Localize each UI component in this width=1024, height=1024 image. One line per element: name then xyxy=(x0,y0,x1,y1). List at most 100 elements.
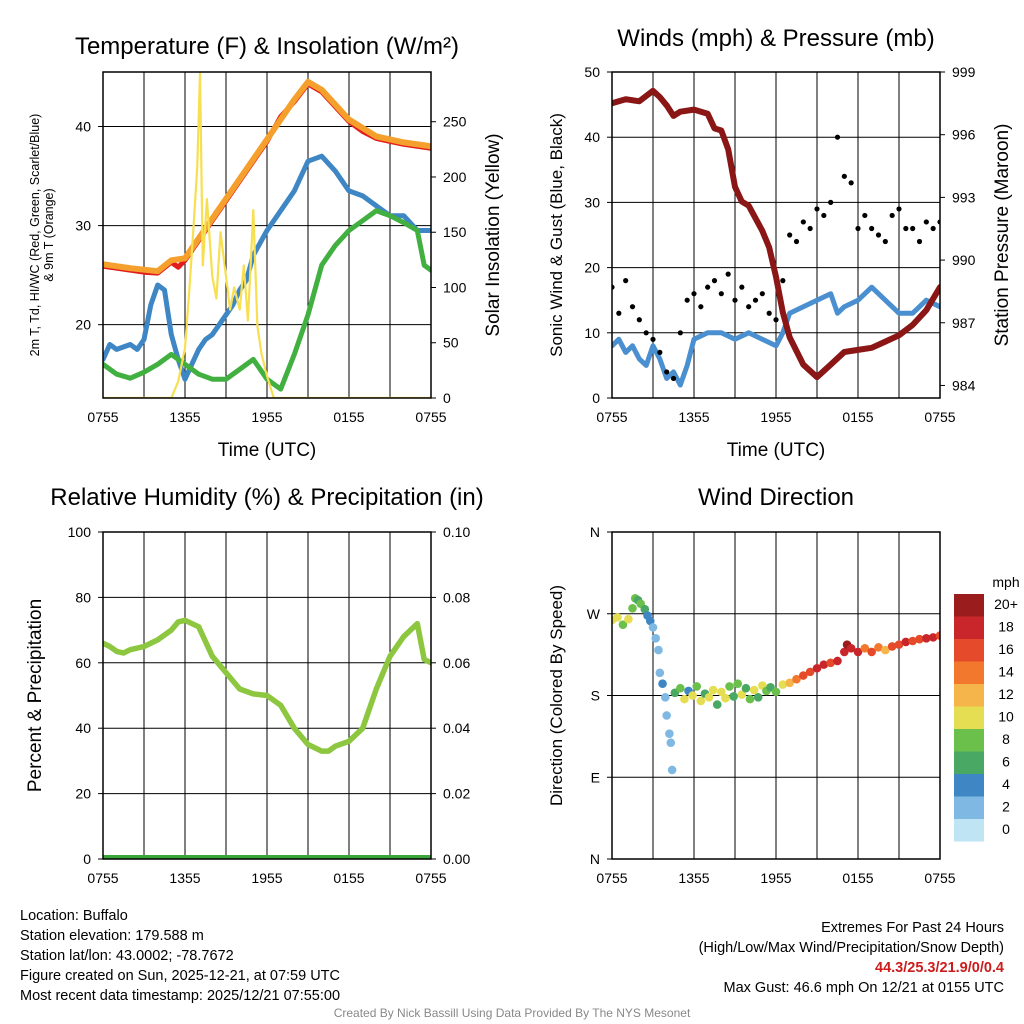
colorbar-swatch xyxy=(954,706,984,729)
direction-point xyxy=(846,643,856,653)
y-right-tick-label: 984 xyxy=(952,377,976,393)
direction-point xyxy=(624,614,633,624)
y-tick-label: 40 xyxy=(75,118,91,134)
gust-point xyxy=(896,206,902,212)
direction-point xyxy=(887,642,897,651)
y-tick-label: 30 xyxy=(75,218,91,234)
gust-point xyxy=(821,212,827,219)
panel-temp: Temperature (F) & Insolation (W/m²) 0755 1… xyxy=(28,33,504,461)
panel-rh: Relative Humidity (%) & Precipitation (i… xyxy=(25,484,484,886)
series-line-station-pressure xyxy=(612,87,940,381)
extremes-values: 44.3/25.3/21.9/0/0.4 xyxy=(875,960,1004,976)
direction-point xyxy=(840,647,849,657)
y-tick-label: E xyxy=(591,769,600,785)
x-tick-label: 0755 xyxy=(924,870,955,886)
direction-point xyxy=(785,678,794,688)
y-right-tick-label: 993 xyxy=(952,189,976,205)
gust-point xyxy=(875,232,882,238)
direction-point xyxy=(935,631,940,640)
y-right-tick-label: 200 xyxy=(443,169,467,185)
gust-point xyxy=(930,225,936,232)
direction-point xyxy=(708,685,718,695)
direction-point xyxy=(712,700,722,709)
gust-point xyxy=(725,271,731,277)
panel-wind: Winds (mph) & Pressure (mb) 0755 1355 1955 0… xyxy=(547,25,1013,461)
x-tick-label: 1955 xyxy=(251,409,282,425)
plot-frame xyxy=(611,531,941,860)
y-right-tick-label: 0.08 xyxy=(443,589,470,605)
y-right-axis-label: Station Pressure (Maroon) xyxy=(992,124,1013,347)
y-tick-label: N xyxy=(590,851,600,867)
colorbar-swatch xyxy=(954,796,984,819)
gust-point xyxy=(807,225,813,232)
direction-point xyxy=(874,643,883,652)
direction-point xyxy=(737,690,747,699)
x-tick-label: 0755 xyxy=(596,870,627,886)
y-right-tick-label: 0.04 xyxy=(443,720,470,736)
gust-point xyxy=(800,219,806,225)
y-axis-label: Sonic Wind & Gust (Blue, Black) xyxy=(547,113,566,357)
elevation-text: Station elevation: 179.588 m xyxy=(20,928,204,944)
direction-point xyxy=(613,613,622,622)
gust-point xyxy=(623,278,629,284)
x-tick-label: 1955 xyxy=(760,409,791,425)
colorbar-label: 20+ xyxy=(994,596,1018,612)
y-right-tick-label: 996 xyxy=(952,127,976,143)
direction-point xyxy=(665,729,674,738)
direction-point xyxy=(741,683,751,693)
direction-point xyxy=(680,694,689,704)
plot-frame xyxy=(102,71,432,399)
gust-point xyxy=(773,317,779,323)
direction-point xyxy=(901,637,911,647)
y-right-tick-label: 0.10 xyxy=(443,524,470,540)
direction-point xyxy=(704,693,714,702)
direction-point xyxy=(696,696,706,706)
direction-point xyxy=(928,633,938,642)
x-tick-label: 0755 xyxy=(87,870,118,886)
gust-point xyxy=(718,291,724,297)
direction-point xyxy=(792,674,801,684)
direction-point xyxy=(860,643,870,653)
direction-point xyxy=(745,694,755,704)
y-tick-label: 50 xyxy=(584,64,600,80)
credit-text: Created By Nick Bassill Using Data Provi… xyxy=(333,1006,691,1020)
created-text: Figure created on Sun, 2025-12-21, at 07… xyxy=(20,968,340,984)
y-tick-label: 30 xyxy=(584,194,600,210)
extremes-panel: Extremes For Past 24 Hours (High/Low/Max… xyxy=(699,918,1004,998)
direction-point xyxy=(826,658,835,668)
direction-point xyxy=(749,685,759,695)
gust-point xyxy=(793,238,800,245)
gust-point xyxy=(711,278,718,284)
gust-point xyxy=(848,180,854,186)
gust-point xyxy=(752,297,759,303)
direction-point xyxy=(628,604,637,613)
direction-point xyxy=(618,620,628,629)
direction-point xyxy=(908,636,917,646)
y-right-tick-label: 990 xyxy=(952,252,976,268)
series-line-relative-humidity xyxy=(103,617,431,754)
direction-point xyxy=(667,765,677,775)
direction-point xyxy=(805,667,815,677)
y-axis-label: Direction (Colored By Speed) xyxy=(547,585,566,806)
gust-point xyxy=(923,219,929,225)
direction-point xyxy=(729,692,738,701)
gust-point xyxy=(684,297,690,303)
x-tick-label: 0755 xyxy=(415,870,446,886)
y-right-tick-label: 0.02 xyxy=(443,786,470,802)
colorbar-label: 14 xyxy=(998,664,1014,680)
colorbar-label: 10 xyxy=(998,709,1014,725)
y-right-tick-label: 0.06 xyxy=(443,655,470,671)
gust-point xyxy=(834,134,841,140)
chart-title: Relative Humidity (%) & Precipitation (i… xyxy=(50,484,483,511)
extremes-subtitle: (High/Low/Max Wind/Precipitation/Snow De… xyxy=(698,940,1004,956)
colorbar-swatch xyxy=(954,616,984,639)
direction-point xyxy=(819,660,829,669)
x-tick-label: 1355 xyxy=(169,409,200,425)
direction-point xyxy=(662,711,671,720)
direction-point xyxy=(692,682,702,691)
colorbar-label: 0 xyxy=(1002,821,1010,837)
gust-point xyxy=(698,304,704,310)
series-line-sonic-wind xyxy=(612,284,940,388)
y-tick-label: 20 xyxy=(584,260,600,276)
